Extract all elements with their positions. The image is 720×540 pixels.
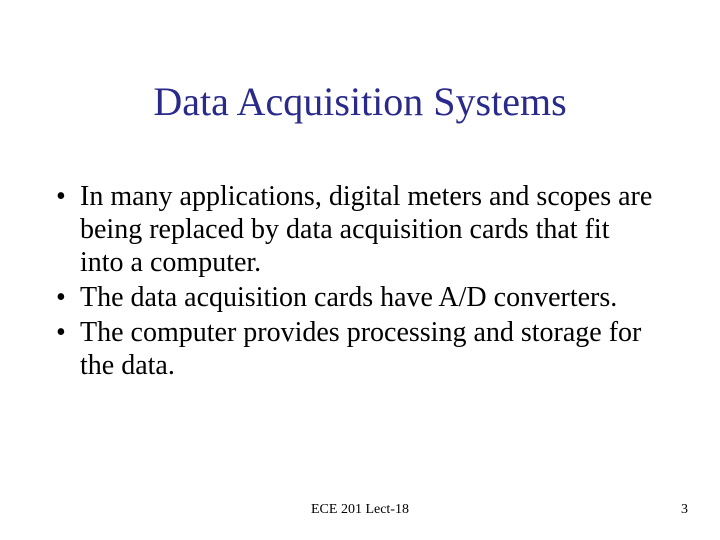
bullet-text: In many applications, digital meters and… bbox=[80, 180, 654, 279]
slide: Data Acquisition Systems • In many appli… bbox=[0, 0, 720, 540]
page-number: 3 bbox=[681, 502, 688, 518]
slide-title: Data Acquisition Systems bbox=[0, 78, 720, 125]
footer-center-text: ECE 201 Lect-18 bbox=[0, 502, 720, 518]
bullet-text: The data acquisition cards have A/D conv… bbox=[80, 281, 654, 314]
bullet-dot-icon: • bbox=[54, 316, 80, 349]
bullet-dot-icon: • bbox=[54, 180, 80, 213]
bullet-text: The computer provides processing and sto… bbox=[80, 316, 654, 382]
bullet-item: • The computer provides processing and s… bbox=[54, 316, 654, 382]
bullet-dot-icon: • bbox=[54, 281, 80, 314]
bullet-item: • The data acquisition cards have A/D co… bbox=[54, 281, 654, 314]
slide-body: • In many applications, digital meters a… bbox=[54, 180, 654, 384]
bullet-item: • In many applications, digital meters a… bbox=[54, 180, 654, 279]
